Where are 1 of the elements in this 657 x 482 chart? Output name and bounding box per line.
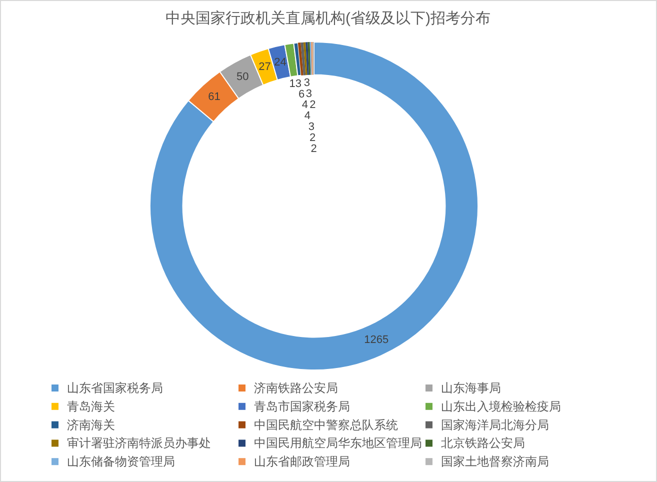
title: 中央国家行政机关直属机构(省级及以下)招考分布 bbox=[166, 10, 490, 27]
